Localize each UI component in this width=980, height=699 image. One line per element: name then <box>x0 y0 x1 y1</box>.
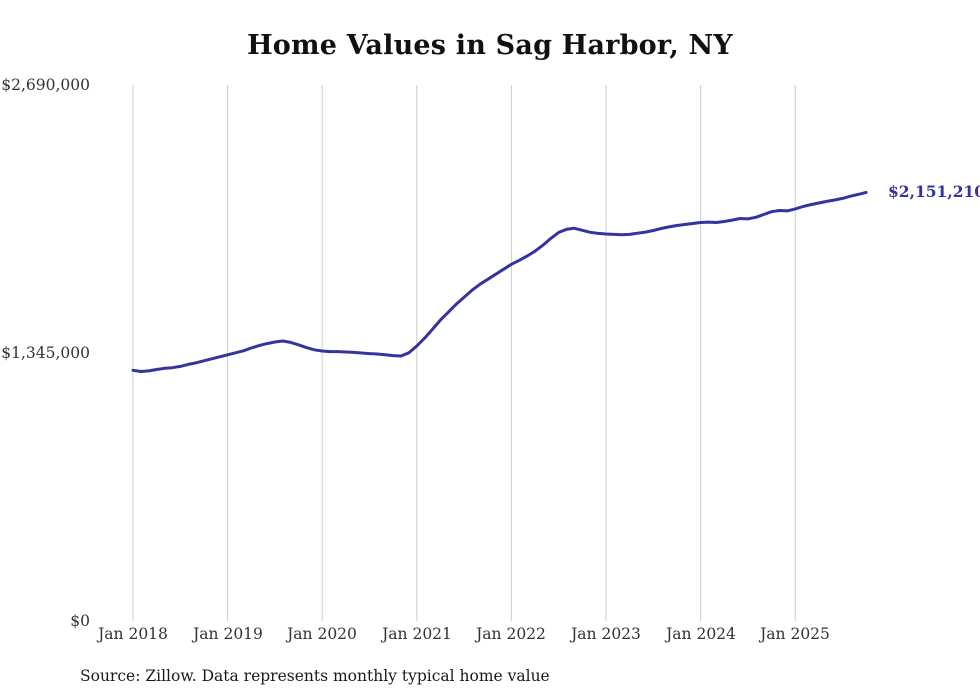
x-tick-label-2020: Jan 2020 <box>287 625 357 643</box>
y-tick-label-max: $2,690,000 <box>1 76 90 94</box>
x-tick-label-2022: Jan 2022 <box>476 625 546 643</box>
x-tick-label-2019: Jan 2019 <box>193 625 263 643</box>
home-value-series-line <box>131 190 868 373</box>
y-tick-label-mid: $1,345,000 <box>1 344 90 362</box>
x-tick-label-2024: Jan 2024 <box>666 625 736 643</box>
y-tick-label-zero: $0 <box>70 612 90 630</box>
latest-value-label: $2,151,210 <box>888 182 980 202</box>
x-tick-label-2025: Jan 2025 <box>760 625 830 643</box>
x-tick-label-2023: Jan 2023 <box>571 625 641 643</box>
x-tick-label-2018: Jan 2018 <box>98 625 168 643</box>
x-tick-label-2021: Jan 2021 <box>382 625 452 643</box>
chart-title: Home Values in Sag Harbor, NY <box>247 30 733 61</box>
source-note: Source: Zillow. Data represents monthly … <box>80 667 550 685</box>
